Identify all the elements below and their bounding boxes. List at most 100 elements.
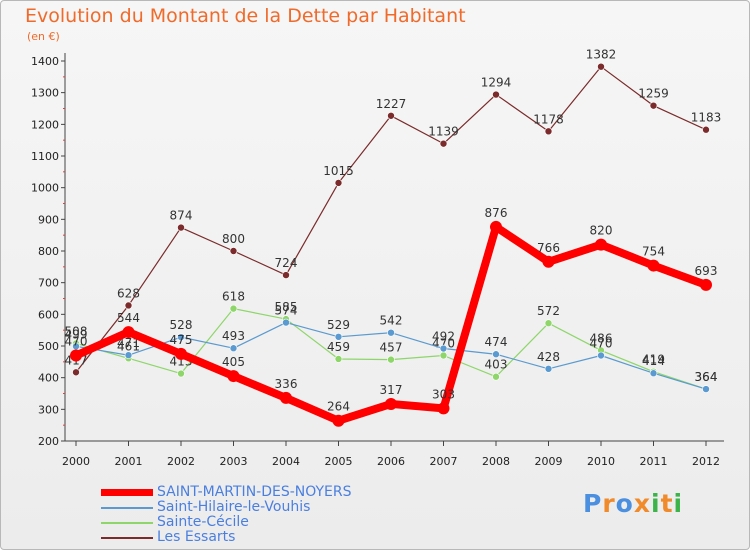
data-label: 572 [537, 304, 560, 318]
x-tick-label: 2010 [587, 455, 615, 468]
logo-letter: i [673, 489, 684, 518]
proxiti-logo: Proxiti [583, 489, 683, 518]
data-point [334, 355, 343, 363]
data-label: 766 [537, 241, 560, 255]
data-point [702, 125, 710, 134]
y-tick-label: 1100 [31, 150, 59, 163]
data-point [385, 397, 397, 410]
data-label: 724 [275, 256, 298, 270]
x-tick-label: 2008 [482, 455, 510, 468]
data-point [490, 220, 502, 233]
data-point [597, 62, 605, 71]
data-point [227, 370, 240, 383]
data-point [387, 355, 395, 364]
series-saint-hilaire-le-vouhis: 499 471 528 493 574 529 542 492 474 428 470 414 364 [65, 304, 717, 393]
data-label: 800 [222, 232, 245, 246]
data-point [439, 351, 448, 360]
data-point [544, 364, 553, 373]
data-label: 585 [275, 300, 298, 314]
x-tick-label: 2007 [430, 455, 458, 468]
data-label: 336 [275, 377, 298, 391]
data-label: 693 [695, 264, 718, 278]
x-tick-label: 2000 [62, 455, 90, 468]
data-label: 1183 [691, 111, 722, 125]
data-label: 264 [327, 400, 350, 414]
x-tick-label: 2012 [692, 455, 720, 468]
data-point [175, 347, 187, 360]
data-label: 1294 [481, 76, 512, 90]
data-point [439, 344, 448, 353]
data-label: 414 [642, 354, 665, 368]
x-tick-label: 2001 [115, 455, 143, 468]
data-label: 542 [380, 314, 403, 328]
legend-label: Saint-Hilaire-le-Vouhis [157, 499, 311, 515]
data-point [332, 414, 345, 427]
data-point [282, 271, 290, 279]
data-point [437, 402, 450, 415]
data-point [229, 344, 238, 353]
data-point [492, 372, 500, 381]
logo-letter: i [651, 489, 661, 518]
data-label: 508 [65, 324, 88, 338]
data-point [649, 101, 658, 110]
legend-label: SAINT-MARTIN-DES-NOYERS [157, 484, 352, 500]
data-label: 1139 [428, 125, 459, 139]
y-tick-label: 800 [38, 245, 59, 258]
x-tick-label: 2009 [535, 455, 563, 468]
data-point [334, 179, 343, 187]
data-point [122, 326, 135, 339]
data-label: 364 [695, 370, 718, 384]
y-tick-label: 500 [38, 340, 59, 353]
data-label: 492 [432, 330, 455, 344]
data-label: 876 [485, 206, 508, 220]
data-point [334, 333, 343, 341]
x-tick-label: 2004 [272, 455, 300, 468]
data-label: 528 [170, 318, 193, 332]
legend-swatch [101, 489, 153, 496]
data-label: 471 [117, 336, 140, 350]
y-tick-label: 1300 [31, 87, 59, 100]
y-tick-label: 400 [38, 372, 59, 385]
data-point [72, 368, 80, 377]
data-label: 499 [65, 327, 88, 341]
legend-swatch [101, 522, 153, 524]
logo-letter: t [660, 489, 674, 518]
series-les-essarts: 4176288748007241015122711391294117813821… [65, 48, 722, 377]
series-saint-martin-des-noyers: 470 544 475 405 336 264 317 303 876 766 820 754 693 [65, 206, 718, 427]
data-point [387, 111, 395, 120]
logo-letter: r [602, 489, 616, 518]
logo-letter: x [633, 489, 651, 518]
data-label: 303 [432, 387, 455, 401]
data-point [647, 259, 660, 272]
x-tick-label: 2003 [220, 455, 248, 468]
logo-letter: P [583, 489, 603, 518]
data-point [492, 90, 500, 99]
x-tick-label: 2002 [167, 455, 195, 468]
data-label: 461 [117, 339, 140, 353]
y-tick-label: 600 [38, 308, 59, 321]
data-point [177, 333, 185, 341]
data-label: 457 [380, 341, 403, 355]
y-tick-label: 200 [38, 435, 59, 448]
y-tick-label: 700 [38, 277, 59, 290]
data-label: 459 [327, 340, 350, 354]
data-point [124, 351, 133, 359]
legend-label: Sainte-Cécile [157, 514, 249, 530]
data-label: 1259 [638, 87, 669, 101]
data-label: 317 [380, 383, 403, 397]
data-point [439, 139, 448, 148]
data-point [544, 127, 553, 136]
data-point [70, 349, 82, 362]
data-label: 628 [117, 286, 140, 300]
data-point [544, 319, 553, 328]
legend-swatch [101, 507, 153, 509]
legend-label: Les Essarts [157, 529, 236, 545]
data-label: 419 [642, 353, 665, 367]
data-label: 820 [590, 224, 613, 238]
legend-swatch [101, 537, 153, 539]
data-point [387, 328, 395, 337]
data-label: 493 [222, 329, 245, 343]
data-point [229, 304, 238, 313]
data-label: 544 [117, 311, 140, 325]
